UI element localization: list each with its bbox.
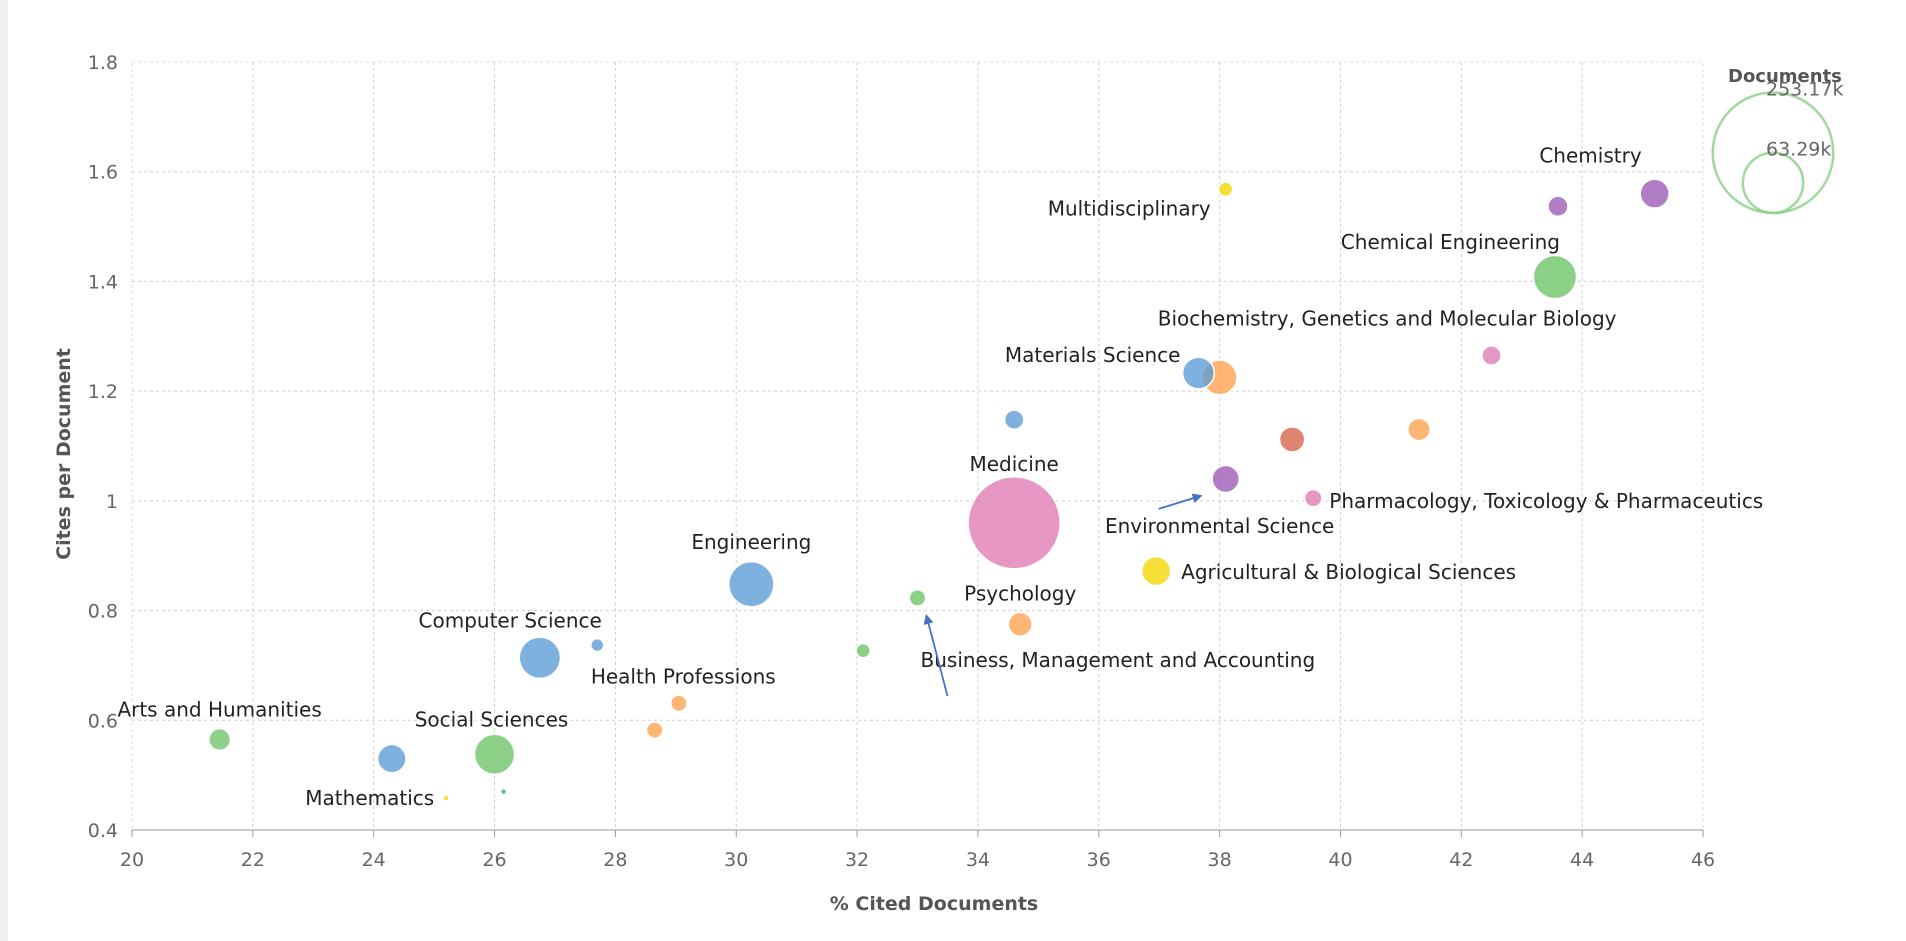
- bubble-unlabeled[interactable]: [1547, 195, 1569, 218]
- bubble-chart: 20 22 24 26 28 30 32 34 36 38 40 42 44 46 0.4 0.6 0.8 1 1.…: [53, 52, 1843, 915]
- bubble-social-sciences[interactable]: [473, 733, 516, 776]
- bubble-arts-and-humanities[interactable]: [208, 727, 232, 752]
- y-tick-label: 1: [106, 491, 118, 513]
- legend-size-value: 253.17k: [1766, 78, 1843, 100]
- x-tick-label: 38: [1208, 849, 1232, 871]
- bubble-unlabeled[interactable]: [1407, 417, 1431, 442]
- legend-size-circle: [1741, 151, 1805, 215]
- y-tick-label: 0.8: [88, 601, 118, 623]
- bubble-unlabeled[interactable]: [855, 642, 871, 659]
- bubble-unlabeled[interactable]: [645, 721, 664, 740]
- plot-frame: [131, 61, 1704, 831]
- y-tick-label: 1.8: [88, 52, 118, 74]
- bubble-multidisciplinary[interactable]: [1217, 181, 1234, 198]
- label-computer-science: Computer Science: [419, 609, 602, 633]
- x-tick-label: 26: [482, 849, 506, 871]
- x-tick-label: 30: [724, 849, 748, 871]
- bubble-health-professions[interactable]: [669, 694, 688, 713]
- x-tick-label: 20: [120, 849, 144, 871]
- bubble-unlabeled[interactable]: [1278, 426, 1306, 453]
- label-engineering: Engineering: [691, 530, 811, 554]
- bubble-chemistry[interactable]: [1639, 178, 1670, 209]
- bubble-business-management-and-accounting[interactable]: [908, 589, 927, 607]
- x-tick-label: 46: [1691, 849, 1715, 871]
- bubble-environmental-science[interactable]: [1211, 464, 1240, 494]
- x-axis-title: % Cited Documents: [830, 893, 1039, 915]
- x-tick-label: 28: [603, 849, 627, 871]
- x-tick-label: 34: [966, 849, 990, 871]
- y-tick-label: 1.4: [88, 271, 118, 293]
- y-tick-label: 0.6: [88, 710, 118, 732]
- axis-titles: % Cited Documents Cites per Document: [53, 348, 1038, 915]
- label-biochemistry-genetics-and-molecular-biology: Biochemistry, Genetics and Molecular Bio…: [1158, 306, 1617, 330]
- bubble-unlabeled[interactable]: [1003, 409, 1025, 431]
- bubble-engineering[interactable]: [728, 560, 775, 608]
- label-mathematics: Mathematics: [305, 786, 434, 810]
- label-multidisciplinary: Multidisciplinary: [1048, 196, 1211, 220]
- x-tick-label: 36: [1087, 849, 1111, 871]
- label-medicine: Medicine: [969, 452, 1058, 476]
- y-tick-label: 0.4: [88, 820, 118, 842]
- arrow-environmental-science: [1158, 493, 1203, 510]
- bubble-unlabeled[interactable]: [376, 743, 407, 774]
- label-arts-and-humanities: Arts and Humanities: [117, 697, 321, 721]
- chart-panel: 20 22 24 26 28 30 32 34 36 38 40 42 44 46 0.4 0.6 0.8 1 1.…: [8, 0, 1906, 941]
- bubble-chemical-engineering[interactable]: [1532, 254, 1578, 300]
- bubble-medicine[interactable]: [967, 476, 1061, 570]
- bubble-materials-science[interactable]: [1181, 356, 1216, 390]
- axes: 20 22 24 26 28 30 32 34 36 38 40 42 44 46 0.4 0.6 0.8 1 1.…: [88, 52, 1715, 871]
- x-tick-label: 32: [845, 849, 869, 871]
- label-social-sciences: Social Sciences: [415, 707, 569, 731]
- label-chemistry: Chemistry: [1539, 144, 1641, 168]
- bubble-psychology[interactable]: [1007, 611, 1033, 637]
- y-tick-label: 1.6: [88, 162, 118, 184]
- label-materials-science: Materials Science: [1005, 343, 1181, 367]
- bubble-unlabeled[interactable]: [590, 637, 605, 653]
- grid-lines: [131, 61, 1704, 831]
- legend-size-value: 63.29k: [1766, 139, 1831, 161]
- x-tick-label: 44: [1570, 849, 1594, 871]
- label-health-professions: Health Professions: [591, 664, 776, 688]
- x-tick-label: 24: [362, 849, 386, 871]
- label-chemical-engineering: Chemical Engineering: [1341, 230, 1560, 254]
- arrow-business-management: [923, 614, 949, 697]
- x-tick-label: 40: [1328, 849, 1352, 871]
- bubble-computer-science[interactable]: [518, 636, 562, 680]
- label-business-management-and-accounting: Business, Management and Accounting: [921, 648, 1316, 672]
- bubbles: [208, 178, 1670, 802]
- x-tick-label: 22: [241, 849, 265, 871]
- label-psychology: Psychology: [964, 581, 1076, 605]
- x-tick-label: 42: [1449, 849, 1473, 871]
- bubble-biochemistry-genetics-and-molecular-biology[interactable]: [1481, 345, 1502, 366]
- bubble-unlabeled[interactable]: [499, 787, 508, 796]
- y-axis-title: Cites per Document: [53, 348, 75, 560]
- bubble-pharmacology-toxicology-pharmaceutics[interactable]: [1303, 488, 1323, 508]
- label-agricultural-biological-sciences: Agricultural & Biological Sciences: [1181, 560, 1516, 584]
- legend-title: Documents: [1728, 66, 1842, 87]
- point-labels: Arts and Humanities Mathematics Social Sci…: [117, 144, 1763, 811]
- label-pharmacology-toxicology-pharmaceutics: Pharmacology, Toxicology & Pharmaceutics: [1329, 489, 1763, 513]
- bubble-mathematics[interactable]: [442, 794, 450, 802]
- bubble-agricultural-biological-sciences[interactable]: [1140, 555, 1172, 587]
- label-environmental-science: Environmental Science: [1105, 514, 1334, 538]
- y-tick-label: 1.2: [88, 381, 118, 403]
- annotation-arrows: [923, 493, 1203, 697]
